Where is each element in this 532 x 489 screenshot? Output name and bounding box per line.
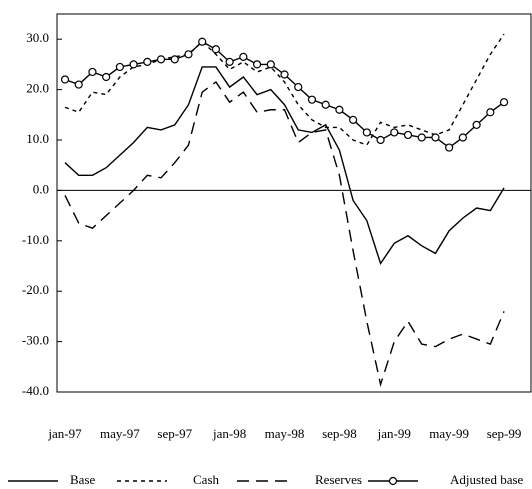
marker: [321, 100, 330, 109]
legend-label: Cash: [193, 472, 220, 487]
marker: [335, 105, 344, 114]
plot-frame: [56, 13, 532, 393]
marker: [211, 45, 221, 54]
legend-marker: [388, 476, 398, 486]
marker: [74, 80, 83, 89]
x-tick-label: sep-99: [487, 426, 522, 441]
marker: [156, 55, 166, 64]
x-tick-label: jan-98: [212, 426, 246, 441]
marker: [239, 52, 248, 61]
legend-label: Adjusted base: [450, 472, 524, 487]
marker: [252, 60, 262, 69]
series-line: [64, 33, 505, 146]
x-tick-label: may-97: [100, 426, 140, 441]
y-tick-label: -40.0: [22, 383, 49, 398]
marker: [417, 133, 426, 142]
legend-label: Base: [70, 472, 96, 487]
marker: [390, 128, 399, 137]
marker: [184, 50, 193, 59]
marker: [115, 62, 124, 72]
y-tick-label: 20.0: [26, 81, 49, 96]
series-line: [64, 81, 505, 388]
y-tick-label: 0.0: [33, 181, 49, 196]
legend-label: Reserves: [315, 472, 362, 487]
marker: [499, 98, 509, 107]
series-line: [64, 40, 505, 149]
marker: [280, 70, 289, 79]
y-tick-label: 10.0: [26, 131, 49, 146]
marker: [445, 143, 454, 152]
marker: [458, 133, 467, 142]
y-tick-label: 30.0: [26, 30, 49, 45]
marker: [431, 133, 440, 142]
y-tick-label: -10.0: [22, 232, 49, 247]
marker: [88, 67, 97, 77]
series-line: [64, 66, 505, 266]
marker: [362, 128, 371, 137]
marker: [170, 55, 179, 64]
x-tick-label: jan-97: [47, 426, 82, 441]
x-tick-label: sep-97: [157, 426, 192, 441]
marker: [349, 115, 358, 124]
marker: [225, 57, 234, 66]
marker: [266, 60, 275, 69]
marker: [143, 57, 152, 66]
marker: [198, 37, 207, 46]
marker: [60, 75, 70, 84]
marker: [472, 120, 481, 129]
marker: [403, 130, 413, 140]
marker: [102, 72, 111, 82]
y-tick-label: -20.0: [22, 282, 49, 297]
x-tick-label: sep-98: [322, 426, 357, 441]
marker: [307, 95, 317, 104]
x-tick-label: may-98: [265, 426, 305, 441]
marker: [129, 60, 138, 69]
x-tick-label: may-99: [429, 426, 469, 441]
marker: [294, 82, 303, 92]
x-tick-label: jan-99: [377, 426, 411, 441]
y-tick-label: -30.0: [22, 333, 49, 348]
marker: [486, 108, 495, 117]
marker: [376, 135, 385, 145]
